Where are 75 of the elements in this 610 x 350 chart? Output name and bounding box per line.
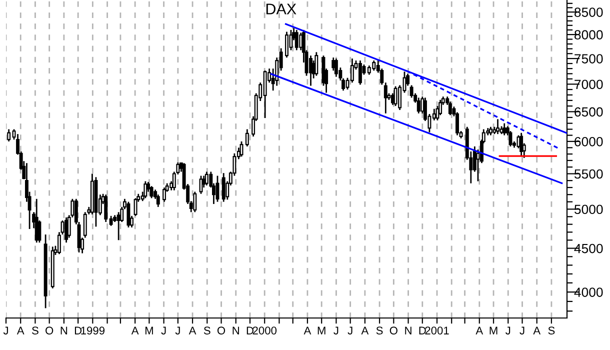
candlestick (520, 132, 524, 158)
x-tick-label: J (348, 326, 352, 334)
y-tick-label: 4500 (574, 244, 603, 254)
x-tick-label: D (246, 326, 254, 334)
candlestick (508, 130, 512, 148)
candlestick (294, 29, 298, 51)
candlestick (144, 180, 148, 199)
x-tick-label: D (419, 326, 426, 334)
x-tick-label: M (318, 326, 326, 334)
x-tick-label: A (361, 326, 369, 334)
x-tick-label: 2001 (425, 326, 449, 334)
chart-title: DAX (266, 4, 296, 14)
x-tick-label: 1999 (81, 326, 105, 334)
x-tick-label: O (390, 326, 398, 334)
y-tick-label: 6000 (574, 136, 603, 146)
candlestick (7, 128, 11, 142)
x-tick-label: S (204, 326, 210, 334)
x-tick-label: S (32, 326, 38, 334)
candlestick (204, 171, 208, 186)
candlestick (83, 211, 87, 238)
x-tick-label: O (46, 326, 54, 334)
candlestick (358, 60, 362, 86)
candlestick (394, 86, 398, 107)
x-tick-label: N (405, 326, 412, 334)
candlestick (502, 122, 506, 136)
candlestick (334, 58, 338, 78)
candlestick (116, 211, 120, 241)
x-tick-label: A (304, 326, 312, 334)
y-tick-label: 8000 (574, 30, 603, 40)
candlestick (126, 201, 130, 228)
candlestick (193, 191, 197, 213)
x-tick-label: O (217, 326, 226, 334)
y-tick-label: 8500 (574, 8, 603, 17)
x-tick-label: A (188, 326, 196, 334)
y-tick-label: 6500 (574, 107, 603, 117)
candlestick (134, 197, 138, 217)
x-tick-label: D (74, 326, 82, 334)
x-tick-label: J (175, 326, 180, 334)
y-tick-label: 7500 (574, 54, 603, 64)
x-tick-label: A (533, 326, 541, 334)
x-tick-label: A (16, 326, 24, 334)
candlestick (309, 54, 312, 86)
x-tick-label: J (3, 326, 8, 334)
x-tick-label: J (161, 326, 166, 334)
candlestick (285, 31, 288, 58)
candlestick (416, 96, 420, 114)
candlestick (104, 194, 108, 223)
x-tick-label: M (490, 326, 498, 334)
x-tick-label: S (376, 326, 383, 334)
candlestick (109, 215, 113, 227)
y-tick-label: 7000 (574, 80, 603, 90)
x-tick-label: J (334, 326, 338, 334)
x-tick-label: A (476, 326, 484, 334)
x-tick-label: S (548, 326, 555, 334)
candlestick (222, 172, 226, 202)
x-tick-label: J (520, 326, 524, 334)
candlestick (314, 51, 318, 76)
y-tick-label: 5000 (574, 204, 603, 214)
candlestick (496, 118, 500, 135)
x-tick-label: J (506, 326, 510, 334)
x-tick-label: M (145, 326, 153, 334)
y-tick-label: 4000 (574, 288, 603, 297)
x-tick-label: N (60, 326, 68, 334)
candlestick (64, 216, 68, 244)
candlestick (162, 186, 166, 202)
candlestick (156, 194, 160, 208)
candlestick (299, 32, 303, 51)
candlestick (150, 185, 154, 199)
candlestick (410, 84, 414, 98)
x-tick-label: N (232, 326, 239, 334)
y-tick-label: 5500 (574, 169, 603, 179)
x-tick-label: 2000 (252, 326, 277, 334)
candlestick (245, 128, 249, 148)
candlestick (448, 100, 452, 116)
x-tick-label: A (131, 326, 139, 334)
